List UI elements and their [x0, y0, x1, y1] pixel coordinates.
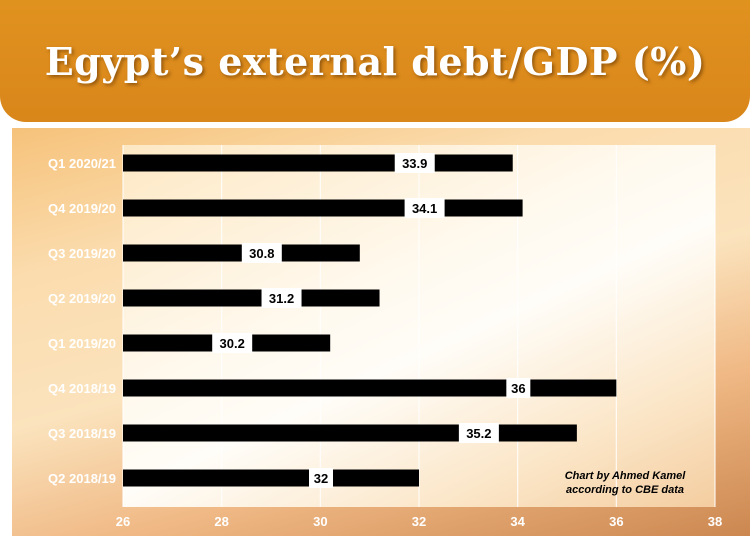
data-label-box	[458, 423, 499, 443]
x-tick-label: 30	[313, 514, 327, 529]
data-label: 36	[511, 381, 525, 396]
data-label: 33.9	[402, 156, 427, 171]
source-note-line-1: Chart by Ahmed Kamel	[564, 470, 686, 482]
x-tick-label: 34	[510, 514, 525, 529]
bar	[123, 424, 577, 442]
data-label-box	[309, 468, 333, 488]
header-banner: Egypt’s external debt/GDP (%)	[0, 0, 750, 122]
y-tick-label: Q2 2019/20	[48, 291, 116, 306]
data-label-box	[241, 243, 282, 263]
source-note: Chart by Ahmed Kamel according to CBE da…	[540, 469, 710, 497]
x-tick-label: 26	[116, 514, 130, 529]
data-label-box	[261, 288, 302, 308]
x-tick-label: 32	[412, 514, 426, 529]
y-tick-label: Q4 2019/20	[48, 201, 116, 216]
data-label-box	[212, 333, 253, 353]
data-label: 30.2	[220, 336, 245, 351]
chart-title: Egypt’s external debt/GDP (%)	[44, 38, 706, 84]
data-label: 32	[314, 471, 328, 486]
bar	[123, 199, 523, 217]
bar	[123, 289, 380, 307]
data-label: 35.2	[466, 426, 491, 441]
y-tick-label: Q4 2018/19	[48, 381, 116, 396]
y-tick-label: Q2 2018/19	[48, 471, 116, 486]
bar	[123, 154, 513, 172]
data-label: 31.2	[269, 291, 294, 306]
data-label-box	[404, 198, 445, 218]
x-tick-label: 38	[708, 514, 722, 529]
bar	[123, 379, 617, 397]
data-label: 30.8	[249, 246, 274, 261]
data-label-box	[394, 153, 435, 173]
y-tick-label: Q1 2020/21	[48, 156, 116, 171]
x-tick-label: 28	[214, 514, 228, 529]
bar	[123, 469, 419, 487]
bar	[123, 244, 360, 262]
x-tick-label: 36	[609, 514, 623, 529]
y-tick-label: Q3 2019/20	[48, 246, 116, 261]
y-tick-label: Q3 2018/19	[48, 426, 116, 441]
y-tick-label: Q1 2019/20	[48, 336, 116, 351]
source-note-line-2: according to CBE data	[566, 484, 684, 496]
data-label-box	[506, 378, 531, 398]
data-label: 34.1	[412, 201, 437, 216]
